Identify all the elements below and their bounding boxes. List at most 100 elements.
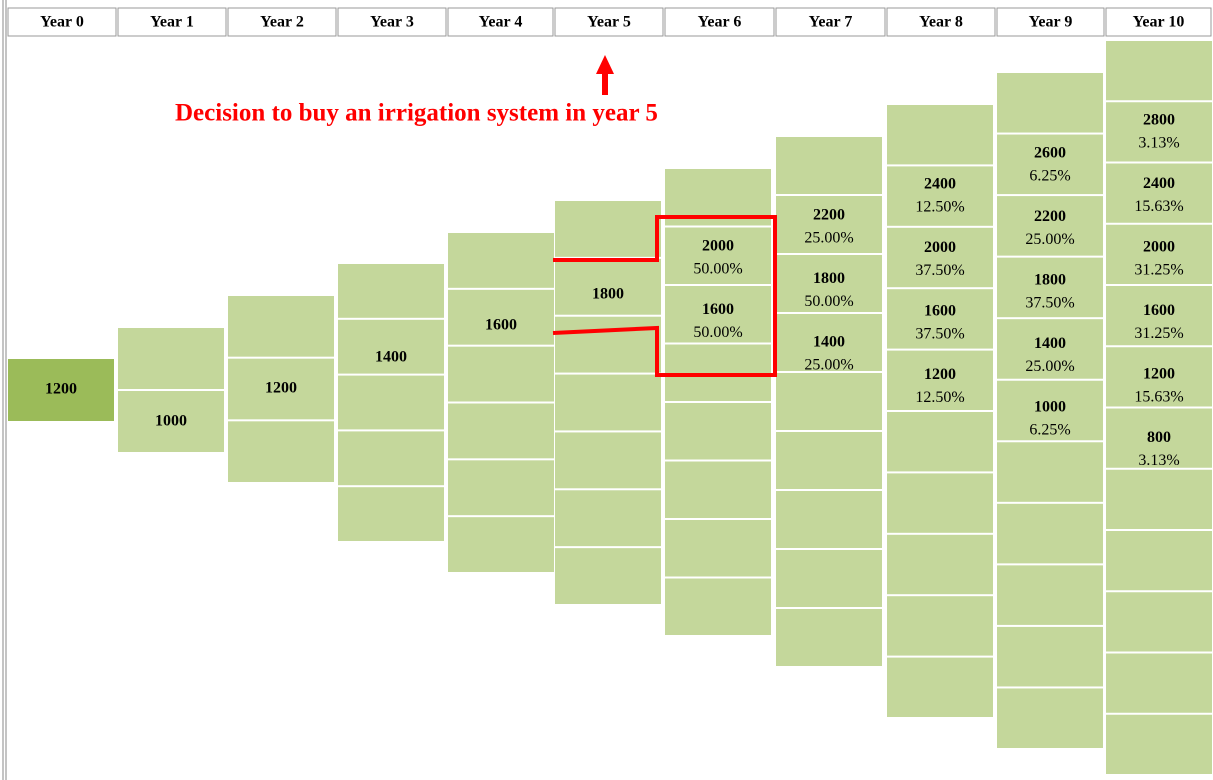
header-label: Year 10 <box>1133 14 1185 31</box>
header-label: Year 5 <box>587 14 631 31</box>
node-value: 1600 <box>924 303 956 320</box>
node-cell <box>555 490 661 547</box>
node-cell <box>997 565 1103 625</box>
node-value: 1800 <box>592 286 624 303</box>
annotation: Decision to buy an irrigation system in … <box>175 100 658 127</box>
node-cell <box>665 520 771 577</box>
node-cell <box>997 196 1103 256</box>
node-probability: 50.00% <box>693 261 742 278</box>
node-cell <box>448 517 554 572</box>
node-cell <box>997 134 1103 195</box>
node-cell <box>338 487 444 541</box>
node-cell <box>887 412 993 472</box>
node-cell <box>665 403 771 460</box>
node-value: 800 <box>1147 429 1171 446</box>
node-probability: 12.50% <box>915 389 964 406</box>
node-cell <box>665 461 771 518</box>
header-cell <box>664 7 775 37</box>
node-cell <box>1106 592 1212 652</box>
node-cell <box>997 503 1103 564</box>
node-cell <box>448 233 554 288</box>
node-cell <box>1106 163 1212 223</box>
node-cell <box>1106 653 1212 713</box>
node-cell <box>555 258 661 315</box>
header-label: Year 3 <box>370 14 414 31</box>
node-value: 1200 <box>265 380 297 397</box>
header-cell <box>886 7 996 37</box>
header-label: Year 6 <box>698 14 742 31</box>
node-probability: 6.25% <box>1029 422 1070 439</box>
node-probability: 37.50% <box>915 326 964 343</box>
header-label: Year 0 <box>40 14 84 31</box>
node-probability: 37.50% <box>1025 295 1074 312</box>
node-probability: 6.25% <box>1029 168 1070 185</box>
node-cell <box>887 596 993 656</box>
node-cell <box>776 255 882 312</box>
node-cell <box>228 358 334 420</box>
header-cell <box>1105 7 1212 37</box>
node-cell <box>776 373 882 430</box>
node-cell <box>1106 286 1212 346</box>
node-cell <box>997 626 1103 687</box>
node-cell <box>118 328 224 389</box>
node-value: 1600 <box>485 317 517 334</box>
node-value: 1400 <box>813 334 845 351</box>
node-cell <box>338 319 444 374</box>
node-value: 1200 <box>1143 366 1175 383</box>
node-value: 2400 <box>1143 175 1175 192</box>
node-value: 2200 <box>1034 208 1066 225</box>
node-cell <box>555 316 661 373</box>
header-label: Year 1 <box>150 14 194 31</box>
node-cell <box>1106 224 1212 284</box>
node-probability: 25.00% <box>804 230 853 247</box>
node-value: 1600 <box>702 301 734 318</box>
node-cell <box>1106 531 1212 591</box>
node-value: 2600 <box>1034 145 1066 162</box>
node-cell <box>887 534 993 595</box>
node-cell <box>1106 41 1212 101</box>
header-label: Year 7 <box>809 14 853 31</box>
node-cell <box>776 314 882 371</box>
node-cell <box>448 403 554 459</box>
node-cell <box>448 346 554 402</box>
node-cell <box>887 473 993 533</box>
node-value: 1200 <box>924 366 956 383</box>
node-probability: 31.25% <box>1134 262 1183 279</box>
node-cell <box>555 432 661 489</box>
node-probability: 25.00% <box>1025 358 1074 375</box>
node-value: 2800 <box>1143 112 1175 129</box>
node-cell <box>887 166 993 226</box>
node-cell <box>997 380 1103 441</box>
node-cell <box>887 105 993 165</box>
node-value: 1200 <box>45 381 77 398</box>
node-cell <box>997 319 1103 379</box>
node-cell <box>448 289 554 345</box>
node-cell <box>1106 408 1212 468</box>
header-cell <box>996 7 1105 37</box>
node-cell <box>776 196 882 253</box>
node-probability: 3.13% <box>1138 452 1179 469</box>
node-cell <box>338 431 444 486</box>
node-cell <box>776 491 882 548</box>
header-cell <box>775 7 886 37</box>
node-probability: 50.00% <box>693 324 742 341</box>
node-value: 1800 <box>813 270 845 287</box>
arrow-head <box>596 55 614 74</box>
node-cell <box>665 578 771 635</box>
node-value: 1000 <box>155 413 187 430</box>
node-cell <box>997 688 1103 748</box>
header-cell <box>227 7 337 37</box>
node-probability: 15.63% <box>1134 198 1183 215</box>
header-cell <box>7 7 117 37</box>
node-cell <box>665 227 771 284</box>
node-probability: 25.00% <box>804 357 853 374</box>
node-cell <box>887 289 993 349</box>
node-cell <box>555 201 661 257</box>
node-cell <box>228 421 334 482</box>
node-cell <box>776 550 882 607</box>
node-cell <box>118 391 224 452</box>
node-cell <box>997 73 1103 133</box>
node-cell <box>1106 714 1212 774</box>
node-cell <box>887 350 993 410</box>
